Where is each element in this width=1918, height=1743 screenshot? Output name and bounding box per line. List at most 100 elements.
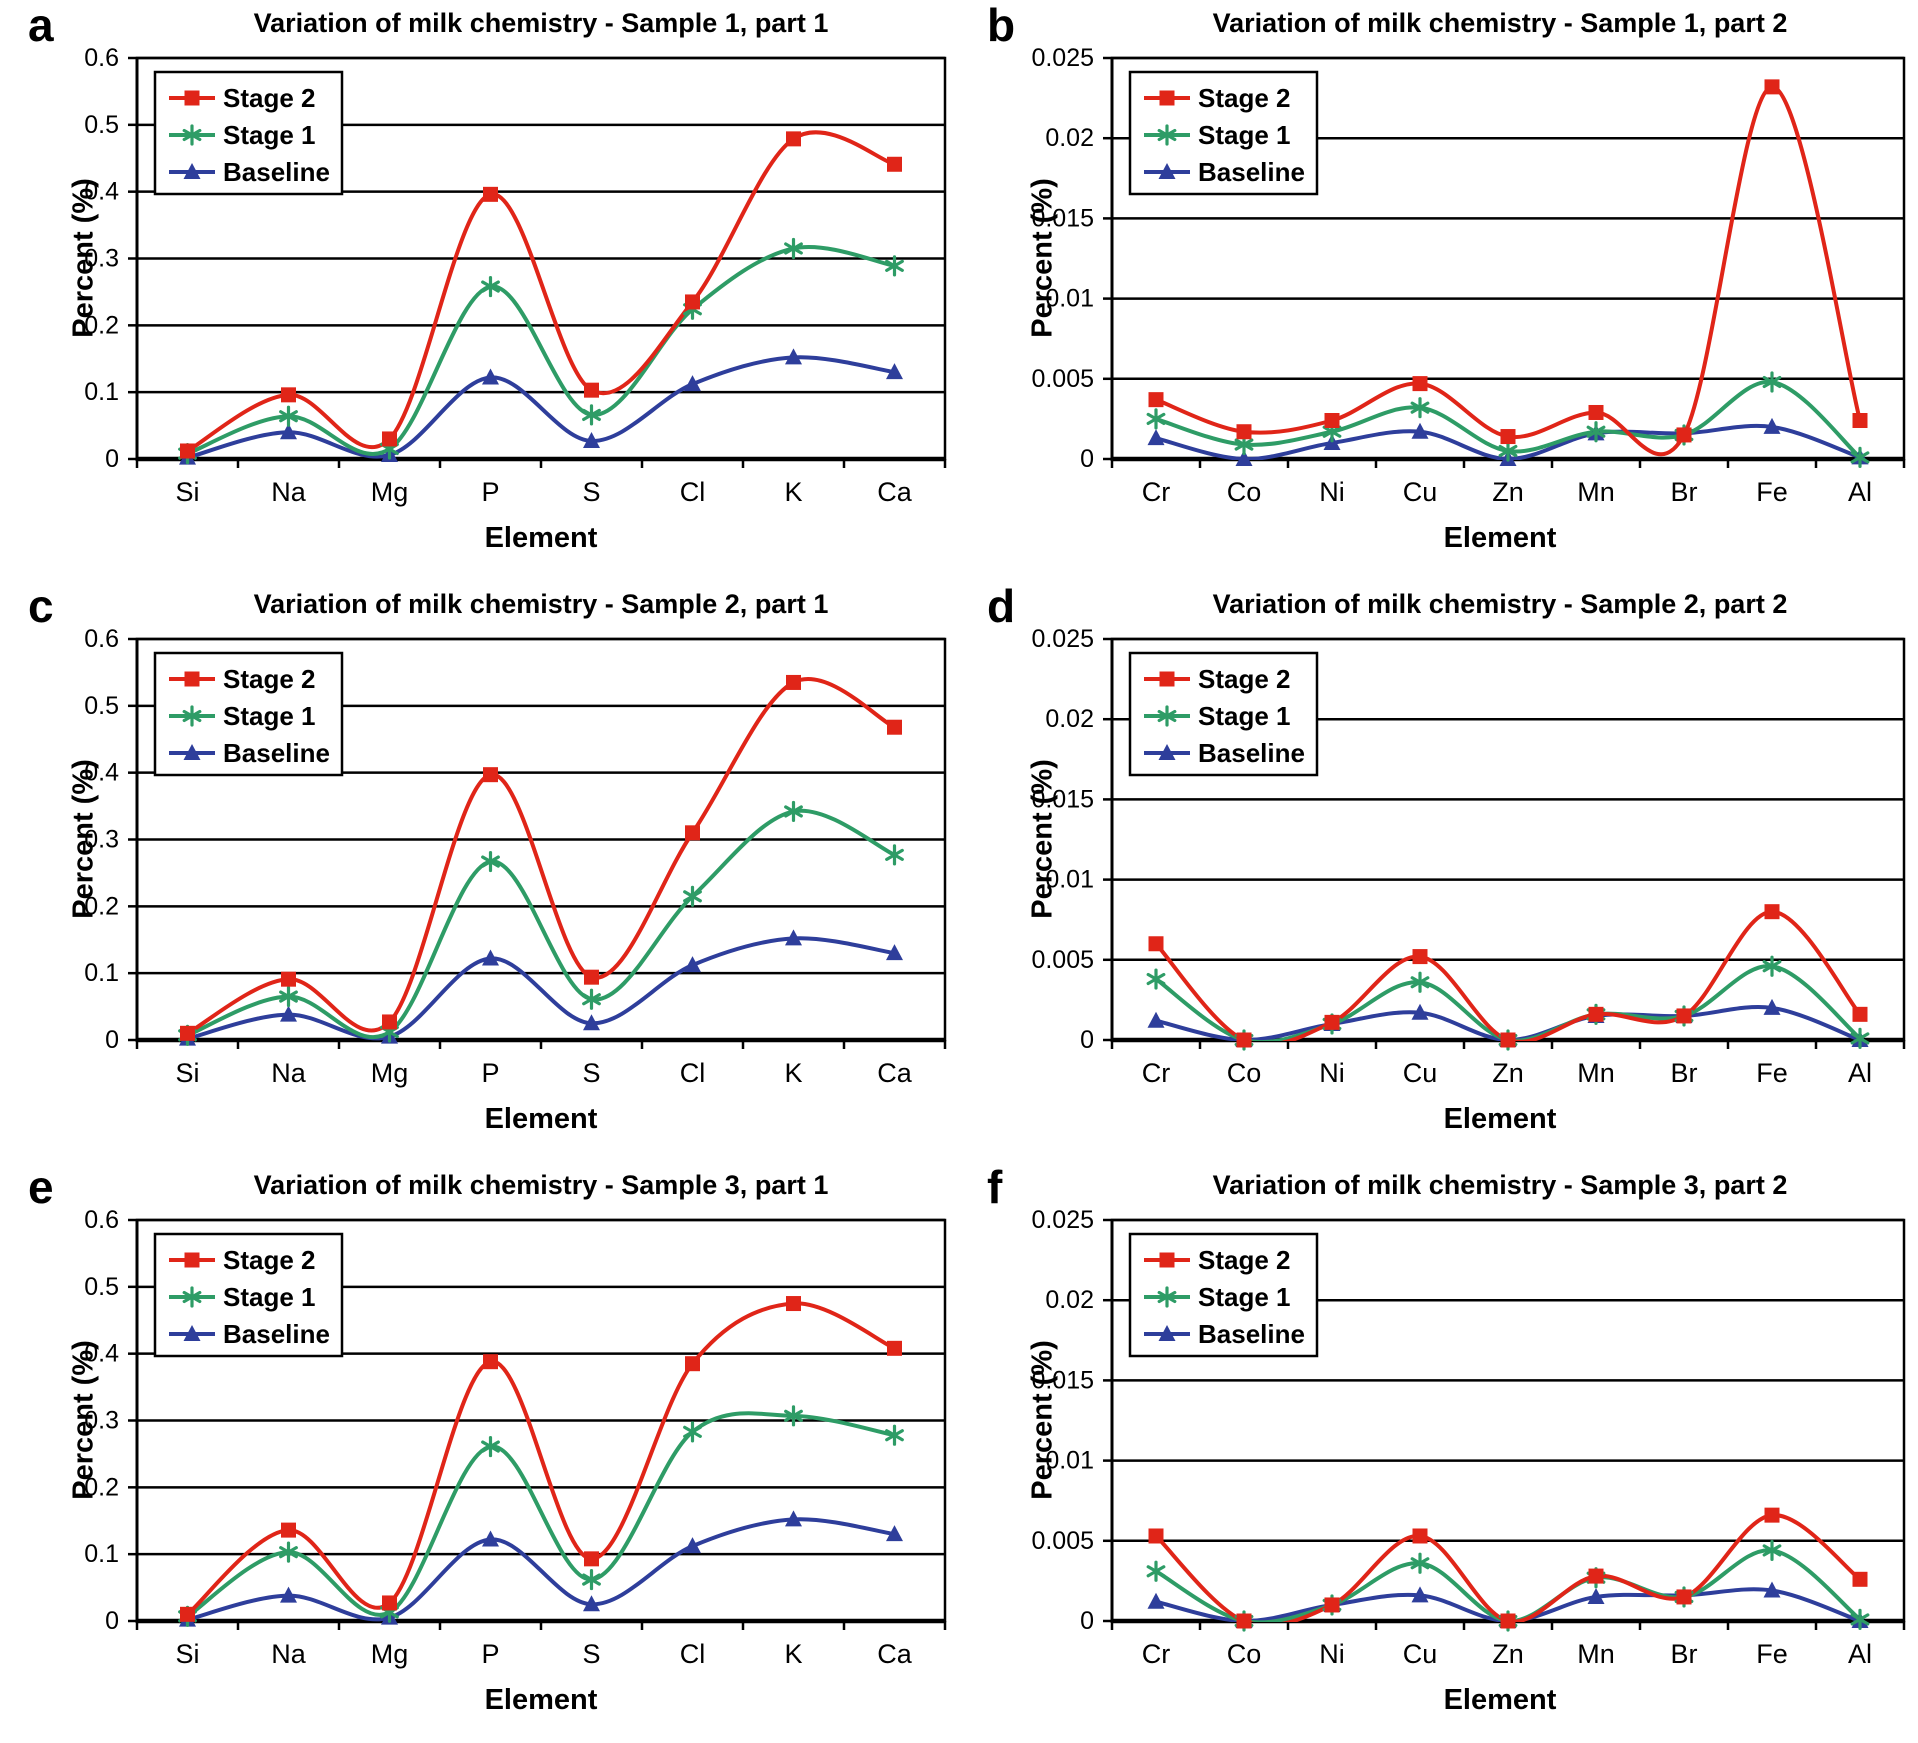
triangle-marker: [1763, 1581, 1781, 1598]
chart-title: Variation of milk chemistry - Sample 3, …: [253, 1170, 829, 1200]
triangle-marker: [183, 744, 201, 760]
series-line-baseline: [185, 355, 897, 460]
y-tick-label: 0: [105, 445, 119, 473]
square-marker: [1148, 1528, 1164, 1544]
triangle-marker: [886, 1525, 903, 1542]
x-tick-label: P: [481, 1639, 499, 1669]
series-markers-stage-1: [178, 237, 904, 465]
y-tick-label: 0.3: [84, 245, 119, 273]
triangle-marker: [1147, 1011, 1165, 1028]
x-tick-label: Br: [1671, 477, 1698, 507]
y-tick-label: 0: [1080, 1026, 1094, 1054]
legend-label: Baseline: [1198, 738, 1305, 768]
square-marker: [382, 431, 397, 447]
series-line-stage-2: [1154, 1513, 1862, 1622]
chart-title: Variation of milk chemistry - Sample 2, …: [253, 589, 829, 619]
square-marker: [1764, 1507, 1780, 1523]
asterisk-marker: [582, 1573, 601, 1586]
square-marker: [786, 674, 801, 690]
asterisk-marker: [885, 1429, 904, 1442]
legend-label: Stage 2: [1198, 1245, 1291, 1275]
y-tick-label: 0.02: [1045, 124, 1094, 152]
triangle-marker: [1411, 1586, 1429, 1603]
x-tick-label: Fe: [1756, 477, 1788, 507]
triangle-marker: [183, 1325, 201, 1341]
legend-label: Baseline: [223, 157, 330, 187]
asterisk-marker: [481, 855, 500, 868]
panel-letter: f: [987, 1162, 1003, 1213]
square-marker: [1676, 427, 1692, 443]
x-tick-label: P: [481, 1058, 499, 1088]
square-marker: [685, 294, 700, 310]
chart-panel-e: e Variation of milk chemistry - Sample 3…: [0, 1162, 959, 1743]
x-tick-label: Mg: [371, 477, 409, 507]
square-marker: [1236, 424, 1252, 440]
x-tick-label: Ni: [1319, 477, 1345, 507]
legend: Stage 2 Stage 1 Baseline: [1128, 70, 1319, 196]
y-tick-label: 0.5: [84, 111, 119, 139]
triangle-marker: [684, 375, 701, 392]
x-tick-label: P: [481, 477, 499, 507]
triangle-marker: [684, 956, 701, 973]
triangle-marker: [280, 1005, 297, 1022]
asterisk-marker: [784, 1409, 803, 1422]
asterisk-marker: [481, 1440, 500, 1453]
asterisk-marker: [582, 993, 601, 1006]
x-tick-label: Ni: [1319, 1058, 1345, 1088]
panel-letter: e: [28, 1162, 54, 1213]
asterisk-marker: [1157, 128, 1177, 142]
square-marker: [1148, 392, 1164, 408]
x-axis-title: Element: [1443, 522, 1557, 554]
square-marker: [887, 1340, 902, 1356]
y-tick-label: 0.2: [84, 311, 119, 339]
x-tick-label: Al: [1848, 477, 1872, 507]
triangle-marker: [583, 431, 600, 448]
legend-label: Stage 2: [223, 83, 316, 113]
x-tick-label: Na: [271, 1639, 306, 1669]
x-axis-title: Element: [1443, 1103, 1557, 1135]
y-tick-label: 0.4: [84, 1340, 119, 1368]
square-marker: [1764, 904, 1780, 920]
triangle-marker: [1147, 1592, 1165, 1609]
triangle-marker: [886, 944, 903, 961]
x-tick-label: Si: [175, 1058, 199, 1088]
asterisk-marker: [182, 709, 202, 723]
y-tick-label: 0.01: [1045, 285, 1094, 313]
square-marker: [1500, 429, 1516, 445]
square-marker: [180, 1025, 195, 1041]
triangle-marker: [785, 348, 802, 365]
y-tick-label: 0.5: [84, 692, 119, 720]
square-marker: [281, 971, 296, 987]
asterisk-marker: [1322, 425, 1342, 438]
square-marker: [1852, 1571, 1868, 1587]
square-marker: [786, 131, 801, 147]
asterisk-marker: [683, 890, 702, 903]
series-markers-stage-2: [180, 674, 902, 1041]
x-tick-label: Cr: [1142, 1639, 1171, 1669]
x-tick-label: Fe: [1756, 1058, 1788, 1088]
x-tick-label: Al: [1848, 1058, 1872, 1088]
x-tick-label: Cu: [1403, 1058, 1438, 1088]
x-tick-label: Si: [175, 477, 199, 507]
series-markers-stage-2: [180, 1296, 902, 1622]
asterisk-marker: [1146, 1565, 1166, 1578]
asterisk-marker: [1762, 1544, 1782, 1557]
square-marker: [1412, 949, 1428, 965]
series-markers-stage-2: [1148, 904, 1868, 1048]
y-tick-label: 0: [1080, 445, 1094, 473]
legend-label: Stage 1: [1198, 1282, 1291, 1312]
asterisk-marker: [1410, 1557, 1430, 1570]
triangle-marker: [1158, 163, 1176, 179]
legend-label: Stage 2: [1198, 664, 1291, 694]
x-tick-label: S: [582, 1639, 600, 1669]
triangle-marker: [1147, 429, 1165, 446]
x-tick-label: Ca: [877, 1058, 912, 1088]
square-marker: [1764, 79, 1780, 95]
y-tick-label: 0.02: [1045, 1286, 1094, 1314]
chart-panel-c: c Variation of milk chemistry - Sample 2…: [0, 581, 959, 1162]
asterisk-marker: [1762, 375, 1782, 389]
x-tick-label: Na: [271, 1058, 306, 1088]
square-marker: [382, 1014, 397, 1030]
